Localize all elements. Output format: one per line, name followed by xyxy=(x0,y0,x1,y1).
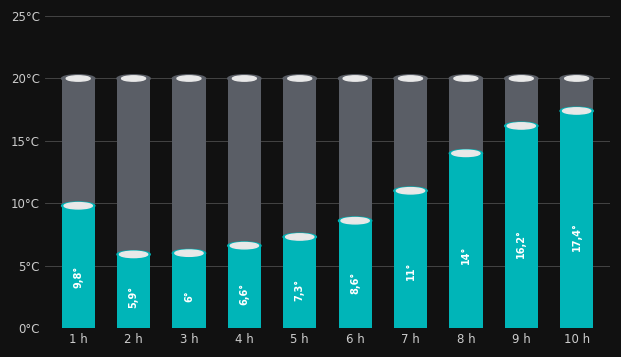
Bar xyxy=(283,237,316,328)
Bar xyxy=(560,111,593,328)
Bar xyxy=(228,246,261,328)
Circle shape xyxy=(454,76,478,81)
Circle shape xyxy=(173,75,206,82)
Circle shape xyxy=(122,76,145,81)
Bar xyxy=(394,79,427,328)
Circle shape xyxy=(173,250,206,257)
Text: 8,6°: 8,6° xyxy=(350,272,360,294)
Bar xyxy=(560,79,593,328)
Circle shape xyxy=(286,234,314,240)
Circle shape xyxy=(449,150,483,157)
Circle shape xyxy=(507,123,535,129)
Bar xyxy=(117,79,150,328)
Text: 17,4°: 17,4° xyxy=(571,222,582,251)
Bar xyxy=(61,79,95,328)
Circle shape xyxy=(563,108,591,114)
Circle shape xyxy=(338,75,372,82)
Circle shape xyxy=(394,75,427,82)
Circle shape xyxy=(505,122,538,130)
Bar xyxy=(505,126,538,328)
Text: 5,9°: 5,9° xyxy=(129,286,138,308)
Circle shape xyxy=(61,202,95,210)
Bar xyxy=(449,154,483,328)
Circle shape xyxy=(505,75,538,82)
Bar xyxy=(117,255,150,328)
Circle shape xyxy=(175,250,203,256)
Bar xyxy=(173,253,206,328)
Circle shape xyxy=(451,150,480,156)
Bar xyxy=(338,79,372,328)
Circle shape xyxy=(64,202,93,209)
Text: 9,8°: 9,8° xyxy=(73,266,83,288)
Circle shape xyxy=(449,75,483,82)
Circle shape xyxy=(230,242,258,249)
Circle shape xyxy=(232,76,256,81)
Circle shape xyxy=(177,76,201,81)
Circle shape xyxy=(283,233,316,241)
Bar xyxy=(505,79,538,328)
Circle shape xyxy=(228,75,261,82)
Circle shape xyxy=(117,75,150,82)
Bar xyxy=(338,221,372,328)
Circle shape xyxy=(396,187,425,194)
Text: 14°: 14° xyxy=(461,246,471,264)
Bar xyxy=(173,79,206,328)
Circle shape xyxy=(66,76,90,81)
Circle shape xyxy=(509,76,533,81)
Circle shape xyxy=(560,107,593,115)
Circle shape xyxy=(117,251,150,258)
Bar xyxy=(449,79,483,328)
Circle shape xyxy=(119,251,148,258)
Circle shape xyxy=(288,76,312,81)
Circle shape xyxy=(560,75,593,82)
Text: 11°: 11° xyxy=(406,261,415,280)
Bar xyxy=(394,191,427,328)
Circle shape xyxy=(343,76,367,81)
Bar xyxy=(283,79,316,328)
Circle shape xyxy=(228,242,261,250)
Circle shape xyxy=(283,75,316,82)
Bar xyxy=(228,79,261,328)
Bar xyxy=(61,206,95,328)
Circle shape xyxy=(61,75,95,82)
Circle shape xyxy=(338,217,372,225)
Circle shape xyxy=(341,217,369,224)
Circle shape xyxy=(564,76,589,81)
Text: 16,2°: 16,2° xyxy=(516,229,527,257)
Circle shape xyxy=(399,76,422,81)
Text: 6,6°: 6,6° xyxy=(239,282,250,305)
Circle shape xyxy=(394,187,427,195)
Text: 7,3°: 7,3° xyxy=(295,279,305,301)
Text: 6°: 6° xyxy=(184,291,194,302)
